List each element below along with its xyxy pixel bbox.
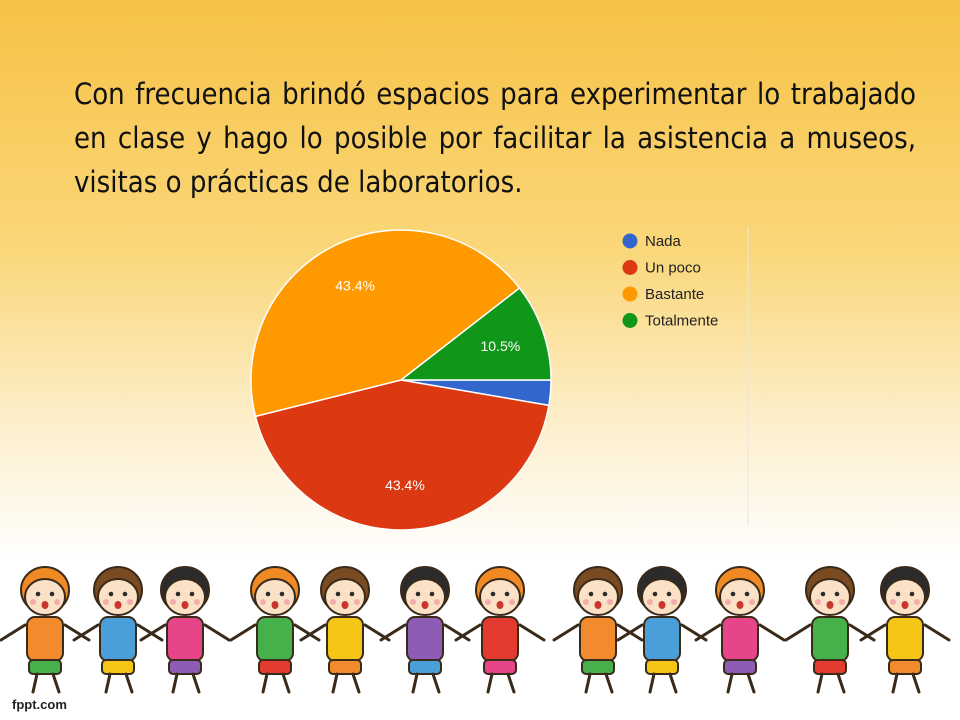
footer-brand: fppt.com: [12, 697, 67, 712]
child-figure: [299, 566, 391, 694]
child-figure: [859, 566, 951, 694]
slice-label-un-poco: 43.4%: [385, 477, 425, 493]
child-figure: [616, 566, 708, 694]
children-illustration: [0, 566, 951, 694]
legend-marker-nada: [622, 233, 638, 249]
pie-slice-un-poco: [254, 379, 550, 531]
child-figure: [229, 566, 321, 694]
legend-label-totalmente: Totalmente: [645, 313, 718, 330]
legend-label-un-poco: Un poco: [645, 260, 701, 277]
child-figure: [694, 566, 786, 694]
legend-label-bastante: Bastante: [645, 286, 704, 303]
legend-marker-bastante: [622, 286, 638, 302]
pie-labels: 43.4% 43.4% 10.5%: [335, 278, 520, 493]
pie-slice-bastante: [250, 229, 521, 418]
child-figure: [139, 566, 231, 694]
child-figure: [72, 566, 164, 694]
pie-slices: [250, 229, 552, 531]
legend-label-nada: Nada: [645, 233, 682, 250]
child-figure: [784, 566, 876, 694]
slice-label-totalmente: 10.5%: [480, 338, 520, 354]
pie-slice-totalmente: [398, 287, 552, 381]
slide-text: Con frecuencia brindó espacios para expe…: [74, 77, 916, 199]
child-figure: [454, 566, 546, 694]
legend-marker-un-poco: [622, 260, 638, 275]
chart-legend: Nada Un poco Bastante Totalmente: [622, 233, 718, 330]
child-figure: [0, 566, 91, 694]
child-figure: [379, 566, 471, 694]
child-figure: [552, 566, 644, 694]
slice-label-bastante: 43.4%: [335, 278, 375, 294]
legend-marker-totalmente: [622, 313, 638, 328]
